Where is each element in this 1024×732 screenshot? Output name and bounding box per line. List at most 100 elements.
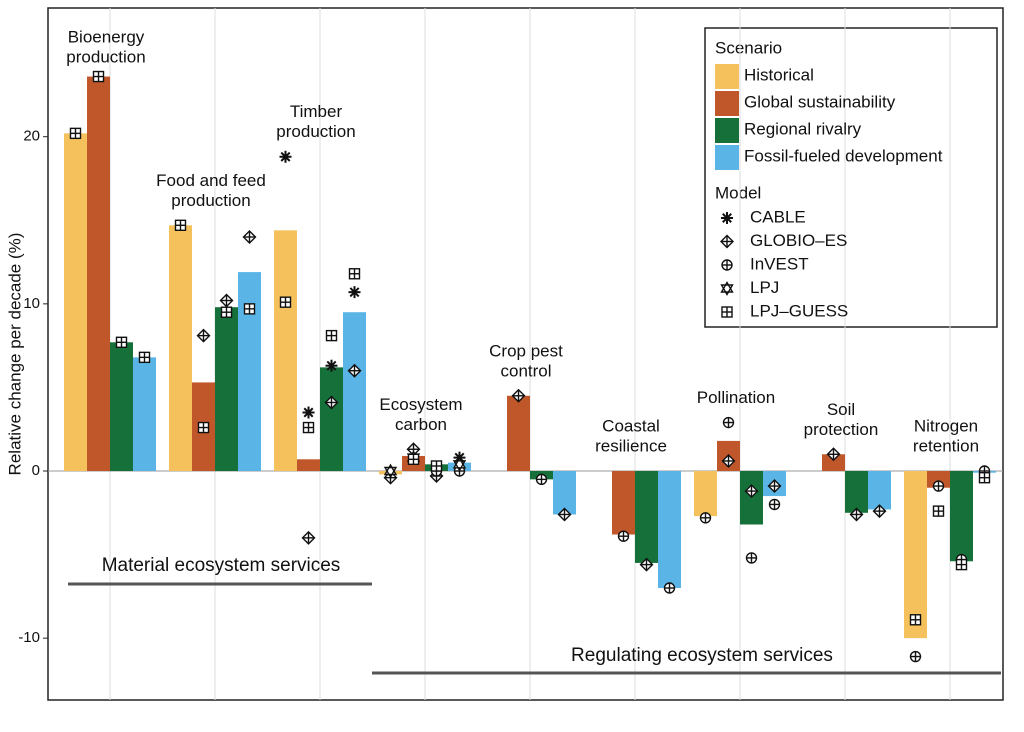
plot-frame bbox=[47, 7, 1004, 701]
model-marker bbox=[115, 336, 128, 348]
y-tick-label: 10 bbox=[23, 295, 40, 312]
model-marker bbox=[430, 460, 443, 472]
model-marker bbox=[347, 363, 362, 378]
model-marker bbox=[826, 447, 841, 462]
category-label: production bbox=[276, 122, 355, 141]
model-marker bbox=[909, 650, 922, 663]
marker-part bbox=[349, 287, 360, 298]
model-marker bbox=[243, 303, 256, 315]
model-marker bbox=[279, 150, 292, 163]
bar bbox=[320, 367, 343, 472]
category-label: Nitrogen bbox=[914, 416, 978, 435]
model-legend-label: LPJ–GUESS bbox=[750, 301, 848, 320]
model-marker bbox=[617, 530, 630, 542]
model-marker bbox=[138, 351, 151, 364]
model-marker bbox=[721, 259, 733, 271]
category-label: Ecosystem bbox=[379, 395, 462, 414]
marker-part bbox=[383, 466, 398, 479]
bar bbox=[950, 471, 973, 562]
y-axis-label: Relative change per decade (%) bbox=[5, 233, 24, 476]
legend-swatch bbox=[715, 64, 739, 89]
model-marker bbox=[721, 212, 733, 224]
model-marker bbox=[744, 484, 759, 499]
model-marker bbox=[663, 582, 676, 594]
model-marker bbox=[452, 456, 467, 472]
model-marker bbox=[325, 329, 338, 342]
marker-part bbox=[722, 213, 732, 223]
legend-label: Historical bbox=[744, 65, 814, 84]
model-marker bbox=[955, 558, 968, 571]
model-marker bbox=[767, 479, 782, 494]
model-marker bbox=[324, 395, 339, 410]
model-marker bbox=[69, 127, 82, 140]
category-label: Soil bbox=[827, 400, 855, 419]
model-marker bbox=[302, 406, 315, 419]
model-marker bbox=[383, 463, 398, 479]
marker-part bbox=[280, 151, 291, 162]
y-tick-label: -10 bbox=[18, 629, 40, 646]
model-marker bbox=[639, 557, 654, 572]
model-marker bbox=[220, 306, 233, 318]
model-marker bbox=[721, 306, 733, 318]
bar bbox=[904, 471, 927, 639]
bar bbox=[927, 471, 950, 488]
bar bbox=[274, 230, 297, 472]
model-marker bbox=[511, 388, 526, 403]
legend-swatch bbox=[715, 91, 739, 116]
bar bbox=[658, 471, 681, 589]
model-marker bbox=[348, 268, 361, 280]
category-label: Crop pest bbox=[489, 341, 563, 360]
model-marker bbox=[720, 234, 734, 249]
category-label: Coastal bbox=[602, 416, 660, 435]
bar bbox=[133, 357, 156, 472]
y-tick-label: 20 bbox=[23, 128, 40, 145]
bar bbox=[169, 225, 192, 472]
y-tick-label: 0 bbox=[32, 462, 40, 479]
model-legend-title: Model bbox=[715, 183, 761, 202]
legend-swatch bbox=[715, 145, 739, 170]
legend-box bbox=[704, 27, 998, 328]
model-marker bbox=[242, 230, 257, 244]
model-marker bbox=[174, 219, 187, 231]
group-label: Regulating ecosystem services bbox=[571, 645, 833, 666]
legend-label: Regional rivalry bbox=[744, 119, 862, 138]
model-legend-label: LPJ bbox=[750, 278, 779, 297]
bar bbox=[343, 312, 366, 472]
model-marker bbox=[721, 453, 736, 468]
model-marker bbox=[301, 530, 316, 545]
model-marker bbox=[219, 293, 234, 308]
category-label: Bioenergy bbox=[68, 27, 145, 46]
category-label: Timber bbox=[290, 102, 343, 121]
category-label: production bbox=[171, 191, 250, 210]
model-marker bbox=[302, 421, 315, 434]
model-marker bbox=[92, 70, 105, 83]
bar bbox=[845, 471, 868, 513]
marker-part bbox=[720, 284, 734, 296]
bar bbox=[553, 471, 576, 515]
model-marker bbox=[722, 416, 735, 429]
model-marker bbox=[535, 473, 548, 486]
model-marker bbox=[720, 281, 734, 296]
marker-part bbox=[452, 460, 467, 472]
model-marker bbox=[325, 359, 338, 372]
bar bbox=[635, 471, 658, 563]
bar bbox=[110, 342, 133, 472]
bar bbox=[612, 471, 635, 535]
bar bbox=[694, 471, 717, 517]
bar bbox=[507, 395, 530, 472]
model-marker bbox=[279, 296, 292, 308]
model-marker bbox=[909, 614, 922, 626]
model-legend-label: GLOBIO–ES bbox=[750, 231, 847, 250]
bar bbox=[822, 454, 845, 472]
model-marker bbox=[849, 507, 864, 522]
legend-label: Global sustainability bbox=[744, 92, 896, 111]
model-marker bbox=[978, 471, 991, 484]
model-marker bbox=[745, 552, 758, 564]
marker-part bbox=[303, 407, 314, 418]
bar bbox=[238, 272, 261, 472]
model-marker bbox=[196, 328, 211, 343]
bar bbox=[868, 471, 891, 510]
legend-swatch bbox=[715, 118, 739, 143]
bar bbox=[297, 459, 320, 472]
